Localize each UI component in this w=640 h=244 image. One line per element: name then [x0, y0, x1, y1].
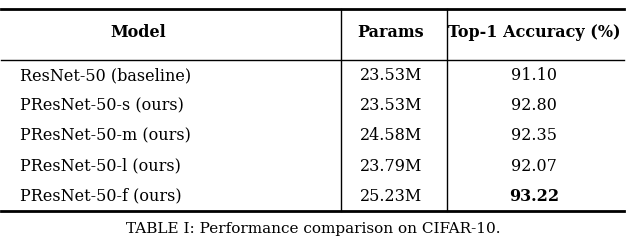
Text: 23.79M: 23.79M [360, 158, 422, 174]
Text: 23.53M: 23.53M [360, 67, 422, 84]
Text: Model: Model [111, 24, 166, 41]
Text: 92.80: 92.80 [511, 97, 557, 114]
Text: ResNet-50 (baseline): ResNet-50 (baseline) [20, 67, 191, 84]
Text: 93.22: 93.22 [509, 188, 559, 205]
Text: 23.53M: 23.53M [360, 97, 422, 114]
Text: 92.07: 92.07 [511, 158, 557, 174]
Text: TABLE I: Performance comparison on CIFAR-10.: TABLE I: Performance comparison on CIFAR… [125, 222, 500, 236]
Text: 91.10: 91.10 [511, 67, 557, 84]
Text: Top-1 Accuracy (%): Top-1 Accuracy (%) [448, 24, 620, 41]
Text: PResNet-50-s (ours): PResNet-50-s (ours) [20, 97, 184, 114]
Text: 24.58M: 24.58M [360, 127, 422, 144]
Text: Params: Params [357, 24, 424, 41]
Text: PResNet-50-f (ours): PResNet-50-f (ours) [20, 188, 182, 205]
Text: PResNet-50-l (ours): PResNet-50-l (ours) [20, 158, 181, 174]
Text: PResNet-50-m (ours): PResNet-50-m (ours) [20, 127, 191, 144]
Text: 92.35: 92.35 [511, 127, 557, 144]
Text: 25.23M: 25.23M [360, 188, 422, 205]
